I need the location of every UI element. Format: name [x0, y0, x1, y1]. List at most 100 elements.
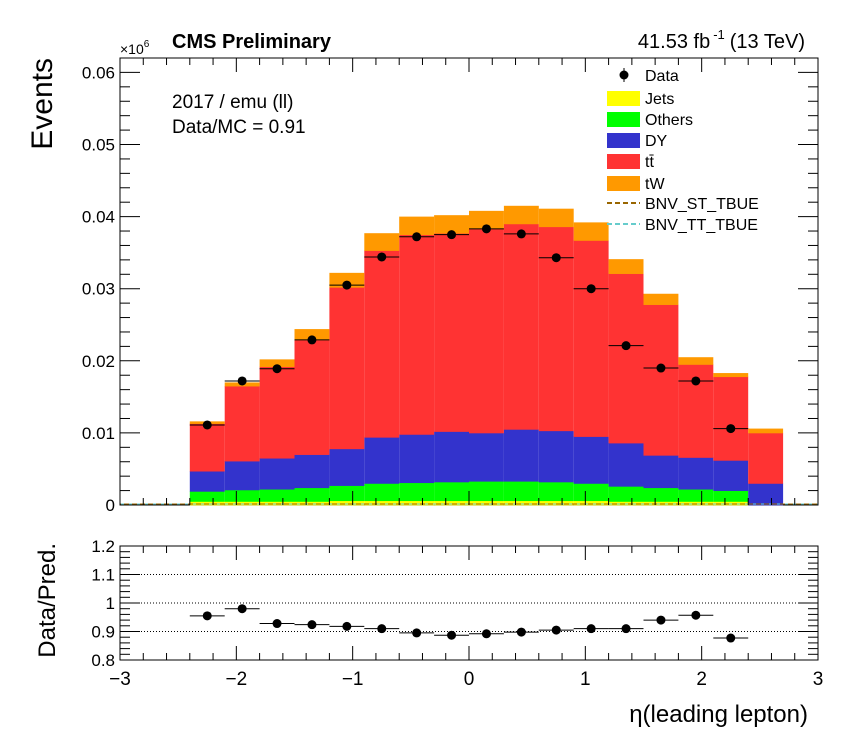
bar-jets-bin-2: [189, 501, 225, 506]
bar-dy-bin-15: [643, 455, 679, 489]
bar-dy-bin-14: [608, 442, 644, 487]
bar-tw-bin-10: [469, 210, 504, 230]
bar-ttbar-bin-13: [573, 240, 609, 437]
bar-tw-bin-7: [364, 233, 400, 251]
bar-ttbar-bin-9: [434, 233, 469, 432]
bar-ttbar-bin-6: [329, 287, 365, 450]
bar-jets-bin-6: [329, 500, 365, 506]
x-tick-label-3: 0: [464, 669, 475, 690]
data-point-6: [412, 232, 422, 242]
data-point-0: [202, 420, 212, 430]
legend-entry-ttbar: tt̄: [607, 154, 654, 171]
ratio-point-15: [726, 633, 736, 643]
legend-label-others: Others: [645, 112, 693, 129]
ratio-point-6: [412, 628, 422, 638]
bar-ttbar-bin-10: [469, 228, 504, 434]
data-point-2: [272, 364, 282, 374]
legend-label-ttbar: tt̄: [645, 154, 654, 171]
bar-tw-bin-11: [503, 205, 539, 225]
bar-ttbar-bin-14: [608, 273, 644, 444]
bar-ttbar-bin-4: [259, 366, 295, 459]
data-point-10: [551, 253, 561, 263]
bar-others-bin-3: [224, 489, 260, 502]
bar-others-bin-12: [538, 481, 574, 502]
y-tick-label-6: 0.06: [82, 63, 115, 82]
x-tick-label-5: 2: [696, 669, 707, 690]
legend-label-bnv-st: BNV_ST_TBUE: [645, 196, 759, 213]
bar-jets-bin-9: [434, 500, 469, 506]
x-tick-label-1: −2: [225, 669, 247, 690]
lumi-label: 41.53 fb -1 (13 TeV): [638, 27, 805, 53]
x-tick-label-0: −3: [109, 669, 131, 690]
experiment-label: CMS Preliminary: [172, 31, 332, 53]
bar-tw-bin-14: [608, 259, 644, 274]
bar-tw-bin-6: [329, 272, 365, 288]
bar-tw-bin-15: [643, 293, 679, 305]
bar-dy-bin-5: [294, 454, 330, 489]
main-axes: 0 0.01 0.02 0.03 0.04 0.05 0.06: [82, 58, 819, 515]
ratio-point-1: [237, 604, 247, 614]
bar-tw-bin-5: [294, 329, 330, 341]
bar-others-bin-17: [713, 490, 749, 502]
y-tick-label-2: 0.02: [82, 352, 115, 371]
bar-jets-bin-8: [399, 500, 435, 506]
x-tick-label-6: 3: [813, 669, 824, 690]
ratio-point-2: [272, 619, 282, 629]
bar-others-bin-13: [573, 483, 609, 502]
bar-others-bin-4: [259, 489, 295, 502]
bar-jets-bin-5: [294, 501, 330, 506]
data-point-15: [726, 424, 736, 434]
bar-tw-bin-4: [259, 359, 295, 367]
exponent-label: ×106: [120, 39, 150, 57]
bar-dy-bin-9: [434, 431, 469, 483]
bar-dy-bin-18: [748, 483, 784, 506]
y-axis-title: Events: [26, 58, 59, 150]
data-point-3: [307, 335, 317, 345]
data-point-4: [342, 280, 352, 290]
bar-others-bin-9: [434, 481, 469, 502]
data-point-14: [691, 376, 701, 386]
legend-label-dy: DY: [645, 133, 668, 150]
bar-others-bin-5: [294, 487, 330, 502]
ratio-y-tick-label-1: 0.9: [91, 623, 115, 642]
bar-ttbar-bin-8: [399, 234, 435, 435]
legend-label-bnv-tt: BNV_TT_TBUE: [645, 217, 758, 234]
bar-others-bin-2: [189, 491, 225, 502]
ratio-y-tick-label-2: 1: [106, 594, 115, 613]
legend: Data Jets Others DY tt̄ tW BNV_ST_TBUE: [607, 68, 759, 234]
legend-entry-bnv-st: BNV_ST_TBUE: [607, 196, 759, 213]
bar-ttbar-bin-15: [643, 304, 679, 456]
ratio-point-4: [342, 621, 352, 631]
y-tick-label-4: 0.04: [82, 208, 115, 227]
legend-entry-others: Others: [607, 112, 693, 129]
bar-dy-bin-4: [259, 458, 295, 490]
bar-others-bin-7: [364, 483, 400, 502]
legend-entry-jets: Jets: [607, 91, 674, 108]
legend-label-data: Data: [645, 68, 679, 85]
selection-annotation: 2017 / emu (ll): [172, 92, 293, 113]
ratio-point-13: [656, 615, 666, 625]
ratio-y-tick-label-0: 0.8: [91, 651, 115, 670]
bar-jets-bin-16: [678, 501, 714, 506]
bar-dy-bin-8: [399, 434, 435, 484]
data-point-7: [447, 230, 457, 240]
data-point-5: [377, 252, 387, 262]
bar-jets-bin-4: [259, 501, 295, 506]
bar-others-bin-11: [503, 481, 539, 502]
ratio-point-5: [377, 624, 387, 634]
bar-tw-bin-8: [399, 216, 435, 236]
bar-dy-bin-13: [573, 436, 609, 484]
y-tick-label-5: 0.05: [82, 136, 115, 155]
legend-entry-data: Data: [619, 68, 679, 85]
data-point-9: [516, 229, 526, 239]
ratio-point-3: [307, 620, 317, 630]
stacked-histogram: [120, 205, 818, 506]
legend-entry-bnv-tt: BNV_TT_TBUE: [607, 217, 758, 234]
bar-ttbar-bin-11: [503, 223, 539, 430]
bar-dy-bin-17: [713, 460, 749, 491]
bar-others-bin-16: [678, 489, 714, 502]
ratio-point-14: [691, 610, 701, 620]
bar-jets-bin-3: [224, 501, 260, 506]
ratio-point-0: [202, 611, 212, 621]
x-axis-title: η(leading lepton): [629, 701, 808, 728]
